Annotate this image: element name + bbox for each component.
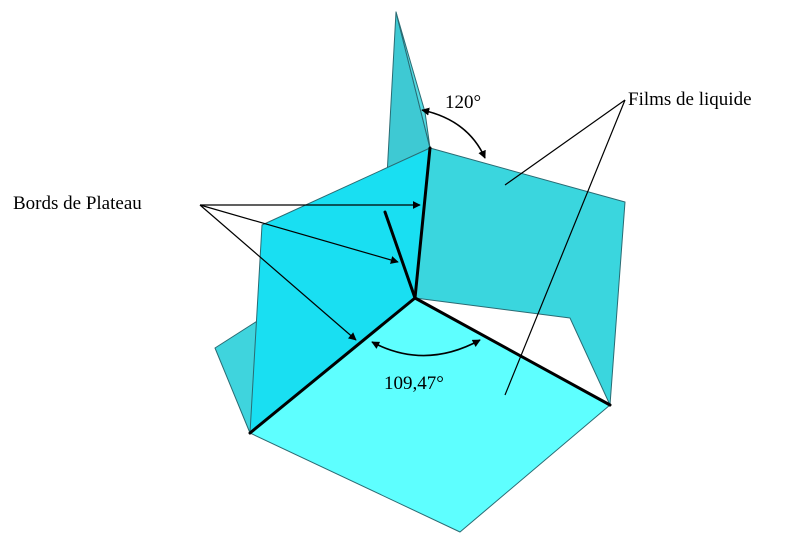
leader-films-1 [504,99,626,186]
leader-plateau-3 [199,204,357,341]
plateau-edge-back [383,210,417,300]
leader-films-2 [504,99,626,396]
angle-120-label: 120° [445,92,481,113]
arc-120 [421,107,486,159]
plateau-borders-label: Bords de Plateau [13,193,142,214]
plateau-edge-top [413,146,432,300]
plateau-edge-left [248,296,417,435]
plateau-edge-right [413,296,612,407]
leader-plateau-2 [199,204,399,264]
angle-10947-label: 109,47° [384,373,444,394]
liquid-films-label: Films de liquide [628,89,752,110]
arc-10947 [371,339,481,357]
